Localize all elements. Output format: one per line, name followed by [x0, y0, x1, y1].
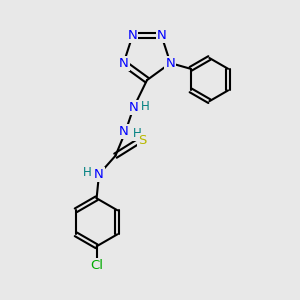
Text: H: H	[141, 100, 150, 113]
Text: H: H	[132, 127, 141, 140]
Text: S: S	[138, 134, 147, 147]
Text: N: N	[129, 101, 138, 114]
Text: N: N	[119, 125, 129, 138]
Text: H: H	[82, 166, 91, 179]
Text: N: N	[94, 168, 104, 181]
Text: N: N	[166, 57, 175, 70]
Text: N: N	[128, 29, 137, 42]
Text: N: N	[119, 57, 128, 70]
Text: Cl: Cl	[90, 259, 103, 272]
Text: N: N	[157, 29, 166, 42]
